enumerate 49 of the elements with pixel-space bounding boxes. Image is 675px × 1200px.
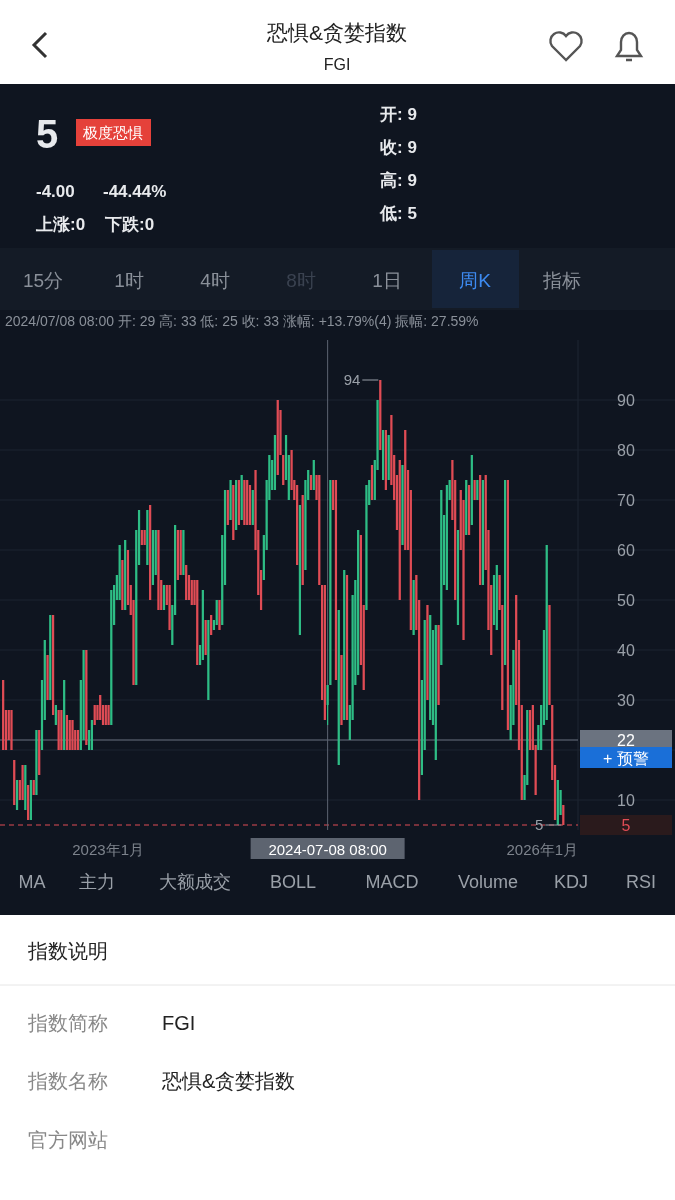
y-tick-label: 60 xyxy=(617,542,635,559)
text: 主力 xyxy=(79,872,115,892)
x-tick-label: 2023年1月 xyxy=(72,841,145,858)
annotation: 5 xyxy=(535,816,544,833)
text: 指数简称 xyxy=(27,1012,108,1034)
text: 5 xyxy=(36,112,59,156)
x-tick-label: 2026年1月 xyxy=(506,841,579,858)
ref-line-label: 2024-07-08 08:00 xyxy=(268,841,387,858)
text: 官方网站 xyxy=(28,1129,108,1151)
text: Volume xyxy=(457,872,519,892)
text: 高: 9 xyxy=(380,171,417,190)
text: KDJ xyxy=(553,872,589,892)
text: MACD xyxy=(365,872,419,892)
text: FGI xyxy=(162,1012,196,1034)
y-tick-label: 10 xyxy=(617,792,635,809)
text: 2024/07/08 08:00 开: 29 高: 33 低: 25 收: 33 涨幅: +13.79%(4) 振幅: 27.59% xyxy=(5,313,479,329)
text: + 预警 xyxy=(603,750,649,767)
text: MA xyxy=(18,872,46,892)
text: 恐惧&贪婪指数 xyxy=(161,1070,296,1092)
ref-line-label: 5 xyxy=(621,817,631,834)
y-tick-label: 70 xyxy=(617,492,635,509)
text: 指标 xyxy=(542,270,581,291)
annotation: 94 xyxy=(343,371,361,388)
y-tick-label: 90 xyxy=(617,392,635,409)
text: BOLL xyxy=(269,872,317,892)
chart-subtitle: FGI xyxy=(323,56,351,73)
text: 4时 xyxy=(200,270,230,291)
text: 1日 xyxy=(372,270,402,291)
text: 周K xyxy=(459,270,492,291)
text: 上涨:0 xyxy=(35,215,86,234)
y-tick-label: 50 xyxy=(617,592,635,609)
text: 极度恐惧 xyxy=(82,124,143,141)
text: 收: 9 xyxy=(380,138,417,157)
y-tick-label: 40 xyxy=(617,642,635,659)
chart-title: 恐惧&贪婪指数 xyxy=(265,21,408,44)
text: RSI xyxy=(625,872,657,892)
text: 大额成交 xyxy=(159,872,231,892)
text: -4.00 xyxy=(36,182,75,201)
text: 开: 9 xyxy=(379,105,417,124)
text: 15分 xyxy=(22,270,64,291)
text: 指数名称 xyxy=(27,1070,108,1092)
text: -44.44% xyxy=(103,182,167,201)
text: 低: 5 xyxy=(379,204,417,223)
text: 1时 xyxy=(114,270,144,291)
y-tick-label: 30 xyxy=(617,692,635,709)
ref-line-label: 22 xyxy=(617,732,635,749)
text: 指数说明 xyxy=(27,940,108,962)
text: 下跌:0 xyxy=(104,215,155,234)
y-tick-label: 80 xyxy=(617,442,635,459)
